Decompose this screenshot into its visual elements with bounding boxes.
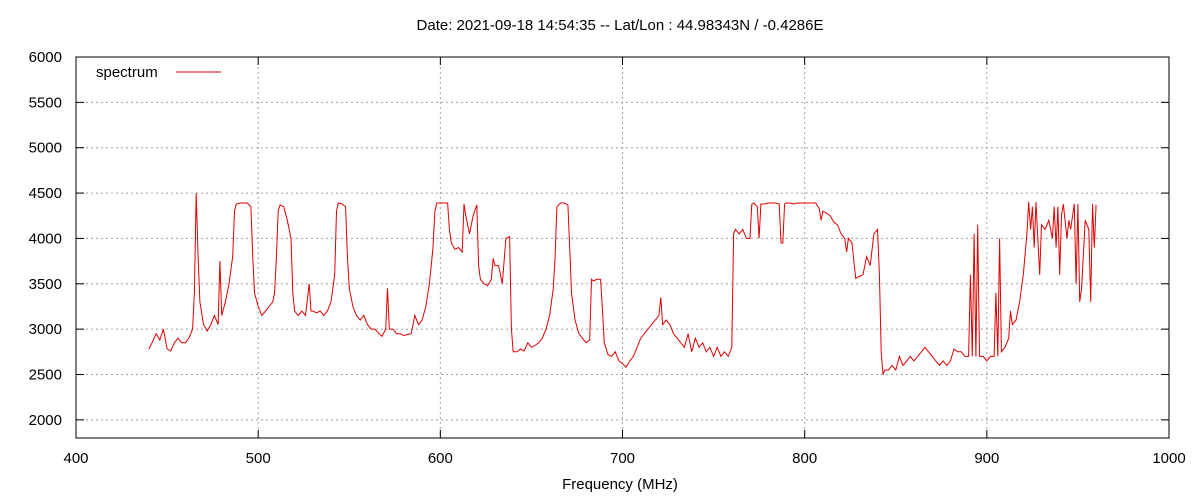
chart-title: Date: 2021-09-18 14:54:35 -- Lat/Lon : 4… (416, 17, 824, 34)
legend: spectrum (96, 64, 221, 81)
y-tick-label: 2500 (29, 367, 62, 384)
x-tick-label: 1000 (1152, 450, 1185, 467)
x-tick-label: 800 (792, 450, 817, 467)
y-tick-label: 6000 (29, 49, 62, 66)
x-axis-label: Frequency (MHz) (562, 476, 678, 493)
series-line-spectrum (148, 193, 1097, 375)
x-tick-label: 600 (428, 450, 453, 467)
x-tick-label: 900 (974, 450, 999, 467)
y-tick-label: 5000 (29, 140, 62, 157)
x-tick-label: 700 (610, 450, 635, 467)
y-tick-label: 3500 (29, 276, 62, 293)
y-tick-label: 5500 (29, 94, 62, 111)
legend-label: spectrum (96, 64, 158, 81)
y-tick-label: 3000 (29, 321, 62, 338)
grid-lines (76, 57, 1169, 438)
x-tick-label: 500 (246, 450, 271, 467)
y-tick-label: 2000 (29, 412, 62, 429)
x-tick-label: 400 (63, 450, 88, 467)
y-tick-label: 4500 (29, 185, 62, 202)
series-layer (148, 193, 1097, 375)
axis-ticks: 2000 2500 3000 3500 4000 4500 5000 5500 6000 400 5… (29, 49, 1186, 467)
y-tick-label: 4000 (29, 230, 62, 247)
